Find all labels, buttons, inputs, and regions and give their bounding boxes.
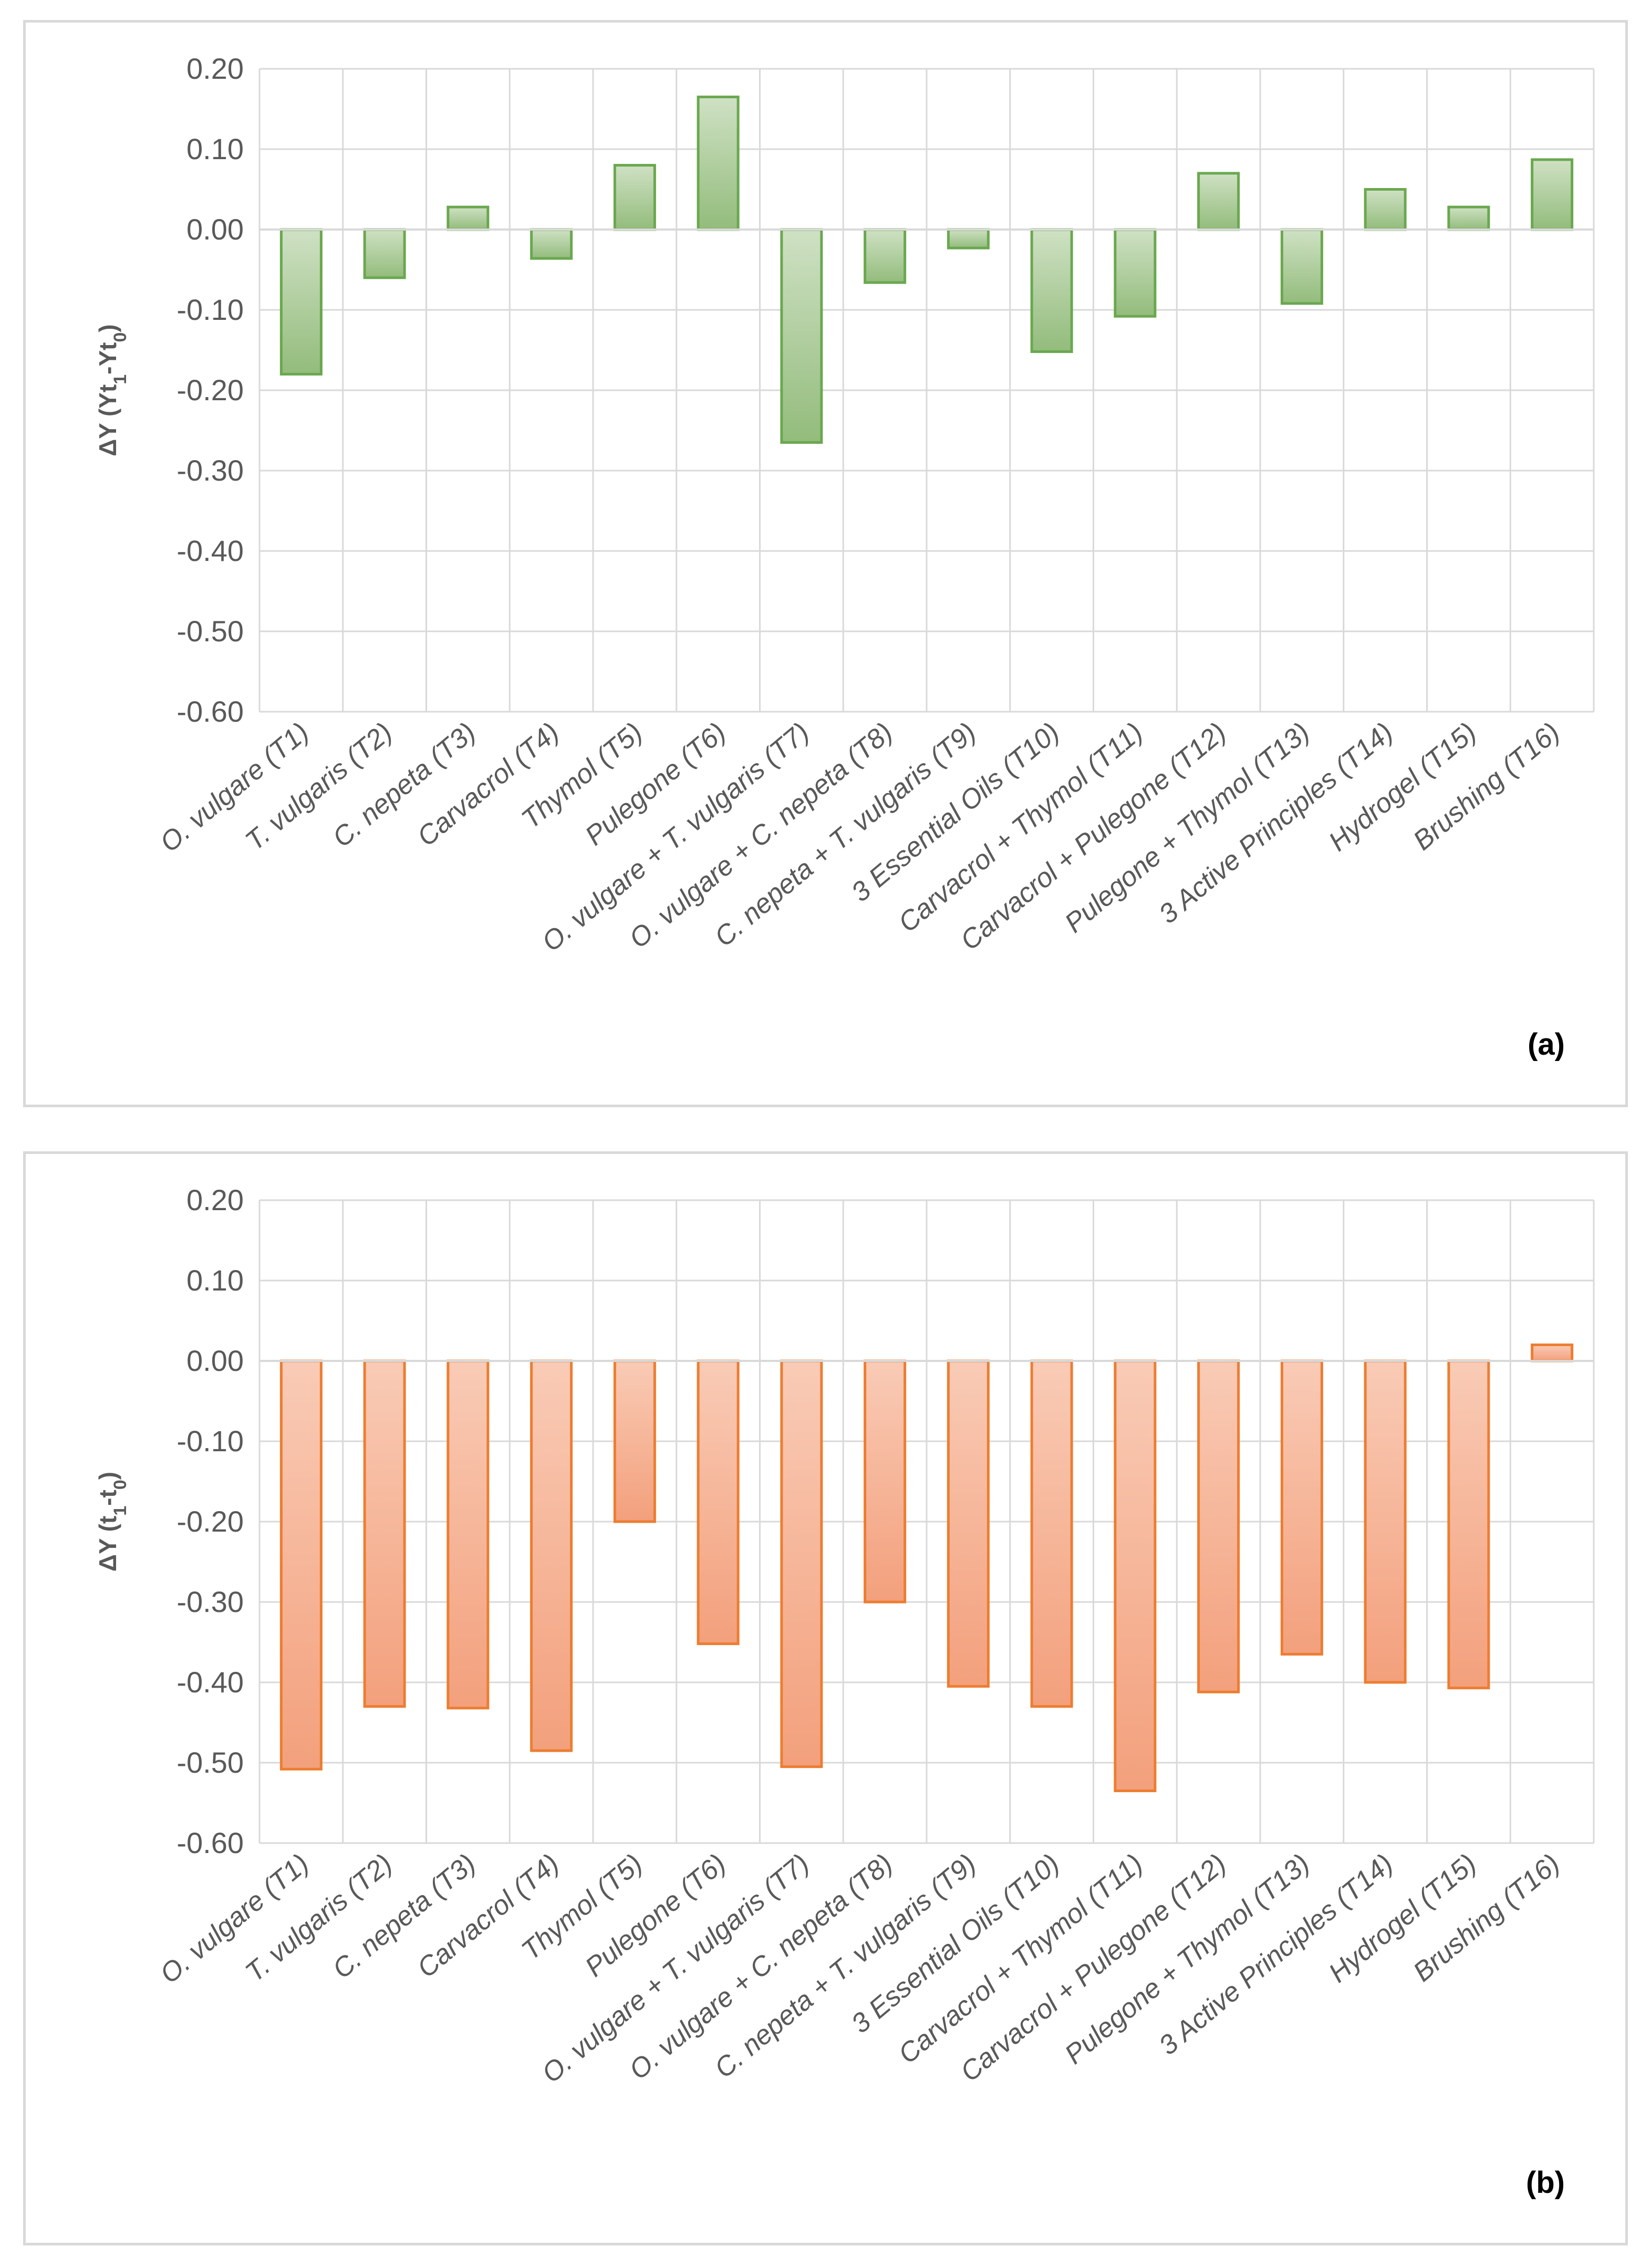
panel-label: (b) <box>1526 2166 1565 2200</box>
y-axis-label-subscript: 1 <box>110 1506 130 1516</box>
bar <box>447 205 490 231</box>
bar <box>1030 1359 1073 1708</box>
y-tick-label: 0.10 <box>186 1264 244 1297</box>
x-category-label: T. vulgaris (T2) <box>240 717 398 857</box>
x-category-label: Brushing (T16) <box>1408 1848 1566 1988</box>
bar <box>279 1359 323 1771</box>
bar <box>530 1359 573 1752</box>
y-tick-label: 0.10 <box>186 132 244 165</box>
x-category-label: Hydrogel (T15) <box>1323 717 1482 857</box>
bar <box>447 1359 490 1710</box>
x-category-label: O. vulgare (T1) <box>154 1848 315 1990</box>
bar <box>697 1359 740 1646</box>
x-category-label: Brushing (T16) <box>1408 717 1566 856</box>
y-axis-label-part: ΔY (Yt <box>94 384 121 456</box>
y-tick-label: -0.40 <box>176 1666 244 1699</box>
x-category-label: Carvacrol (T4) <box>412 717 565 852</box>
y-tick-label: 0.00 <box>186 213 244 246</box>
y-axis-label-subscript: 0 <box>110 1480 130 1490</box>
bar <box>1364 188 1407 231</box>
bar <box>1030 228 1073 353</box>
bar <box>780 1359 823 1768</box>
y-tick-label: -0.30 <box>176 1585 244 1618</box>
bar-chart-b: 0.20 0.10 0.00 -0.10 -0.20 -0.30 -0.40 -0.50 -0.… <box>94 1183 1595 2200</box>
x-category-label: C. nepeta (T3) <box>327 1848 481 1985</box>
y-tick-label: -0.60 <box>176 1826 244 1859</box>
x-category-label: Carvacrol (T4) <box>412 1848 565 1984</box>
x-category-label: Hydrogel (T15) <box>1323 1848 1482 1989</box>
y-tick-label: -0.50 <box>176 615 244 648</box>
y-tick-label: -0.60 <box>176 695 244 728</box>
y-axis-label-part: -t <box>94 1490 121 1506</box>
bar <box>1114 228 1157 318</box>
y-axis-label-subscript: 0 <box>110 332 130 342</box>
bar <box>947 1359 990 1688</box>
bar <box>1197 172 1240 231</box>
y-tick-label: -0.30 <box>176 454 244 487</box>
bar <box>279 228 323 376</box>
bar <box>864 228 907 284</box>
y-tick-label: 0.20 <box>186 52 244 85</box>
y-axis-label-part: ΔY (t <box>94 1516 121 1572</box>
y-tick-label: 0.00 <box>186 1344 244 1377</box>
bar <box>1364 1359 1407 1684</box>
bar <box>864 1359 907 1604</box>
bar <box>363 228 406 279</box>
chart-panel-a: 0.20 0.10 0.00 -0.10 -0.20 -0.30 -0.40 -0.50 -0.… <box>23 20 1628 1107</box>
y-tick-label: -0.40 <box>176 534 244 567</box>
panel-label: (a) <box>1528 1027 1565 1062</box>
y-axis-label-part: ) <box>94 1472 121 1480</box>
x-category-label: Pulegone (T6) <box>579 1848 732 1983</box>
bar <box>1280 1359 1323 1656</box>
bar <box>780 228 823 444</box>
bar <box>1531 1343 1574 1362</box>
y-tick-label: -0.20 <box>176 1505 244 1538</box>
chart-panel-b: 0.20 0.10 0.00 -0.10 -0.20 -0.30 -0.40 -0.50 -0.… <box>23 1151 1628 2245</box>
y-tick-label: -0.50 <box>176 1746 244 1779</box>
bar <box>613 164 656 231</box>
y-axis-label-part: -Yt <box>94 342 121 374</box>
bar <box>947 228 990 249</box>
bar <box>530 228 573 260</box>
y-tick-label: -0.10 <box>176 293 244 326</box>
bar <box>1447 1359 1490 1690</box>
bar <box>613 1359 656 1523</box>
y-axis-label-part: ) <box>94 324 121 332</box>
y-tick-label: -0.10 <box>176 1424 244 1458</box>
y-axis-label: ΔY (t1-t0) <box>94 1472 130 1572</box>
bar <box>1114 1359 1157 1793</box>
bar <box>697 96 740 231</box>
x-category-label: Pulegone (T6) <box>579 717 732 851</box>
bar <box>1197 1359 1240 1693</box>
x-category-label: O. vulgare (T1) <box>154 717 315 858</box>
bar <box>1280 228 1323 305</box>
bar <box>1447 205 1490 231</box>
y-axis-label-subscript: 1 <box>110 374 130 384</box>
bar-chart-a: 0.20 0.10 0.00 -0.10 -0.20 -0.30 -0.40 -0.50 -0.… <box>94 52 1595 1062</box>
bar <box>363 1359 406 1708</box>
y-tick-label: 0.20 <box>186 1183 244 1216</box>
y-tick-label: -0.20 <box>176 373 244 407</box>
bar <box>1531 158 1574 231</box>
y-axis-label: ΔY (Yt1-Yt0) <box>94 324 130 456</box>
x-category-label: T. vulgaris (T2) <box>240 1848 398 1988</box>
x-category-label: C. nepeta (T3) <box>327 717 481 854</box>
